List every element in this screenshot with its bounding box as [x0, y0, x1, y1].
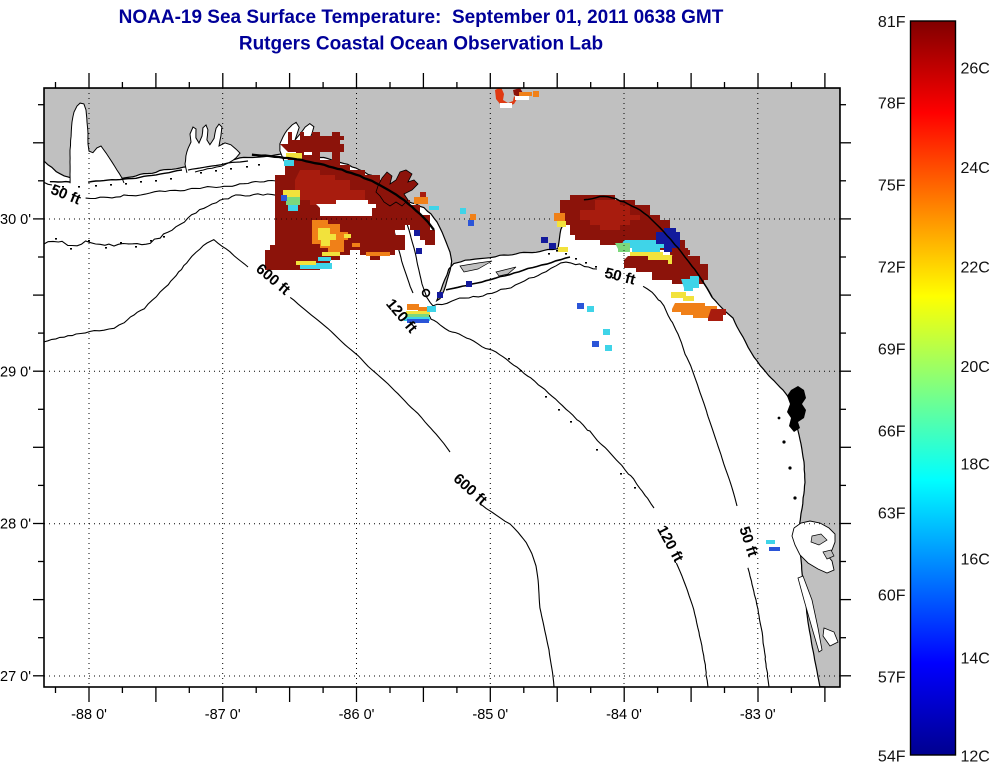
svg-text:78F: 78F	[878, 96, 906, 113]
svg-text:63F: 63F	[878, 506, 906, 523]
svg-text:Rutgers Coastal Ocean Observat: Rutgers Coastal Ocean Observation Lab	[239, 34, 603, 55]
svg-text:-88 0': -88 0'	[71, 707, 107, 723]
svg-text:72F: 72F	[878, 260, 906, 277]
svg-text:60F: 60F	[878, 588, 906, 605]
svg-text:28 0': 28 0'	[0, 517, 31, 533]
svg-text:-86 0': -86 0'	[339, 707, 375, 723]
svg-text:81F: 81F	[878, 14, 906, 31]
svg-text:26C: 26C	[961, 61, 990, 78]
svg-text:69F: 69F	[878, 342, 906, 359]
svg-text:30 0': 30 0'	[0, 212, 31, 228]
svg-text:50 ft: 50 ft	[603, 265, 637, 289]
svg-text:54F: 54F	[878, 749, 906, 766]
svg-text:57F: 57F	[878, 670, 906, 687]
svg-text:-87 0': -87 0'	[205, 707, 241, 723]
svg-text:29 0': 29 0'	[0, 364, 31, 380]
svg-text:NOAA-19 Sea Surface Temperatur: NOAA-19 Sea Surface Temperature: Septemb…	[119, 7, 724, 28]
svg-text:-83 0': -83 0'	[740, 707, 776, 723]
svg-text:75F: 75F	[878, 178, 906, 195]
svg-text:14C: 14C	[961, 651, 990, 668]
svg-text:27 0': 27 0'	[0, 669, 31, 685]
svg-text:20C: 20C	[961, 359, 990, 376]
svg-text:66F: 66F	[878, 424, 906, 441]
svg-text:24C: 24C	[961, 160, 990, 177]
svg-text:18C: 18C	[961, 457, 990, 474]
svg-text:12C: 12C	[961, 749, 990, 766]
svg-text:-85 0': -85 0'	[472, 707, 508, 723]
svg-text:16C: 16C	[961, 552, 990, 569]
svg-text:22C: 22C	[961, 260, 990, 277]
svg-text:-84 0': -84 0'	[606, 707, 642, 723]
